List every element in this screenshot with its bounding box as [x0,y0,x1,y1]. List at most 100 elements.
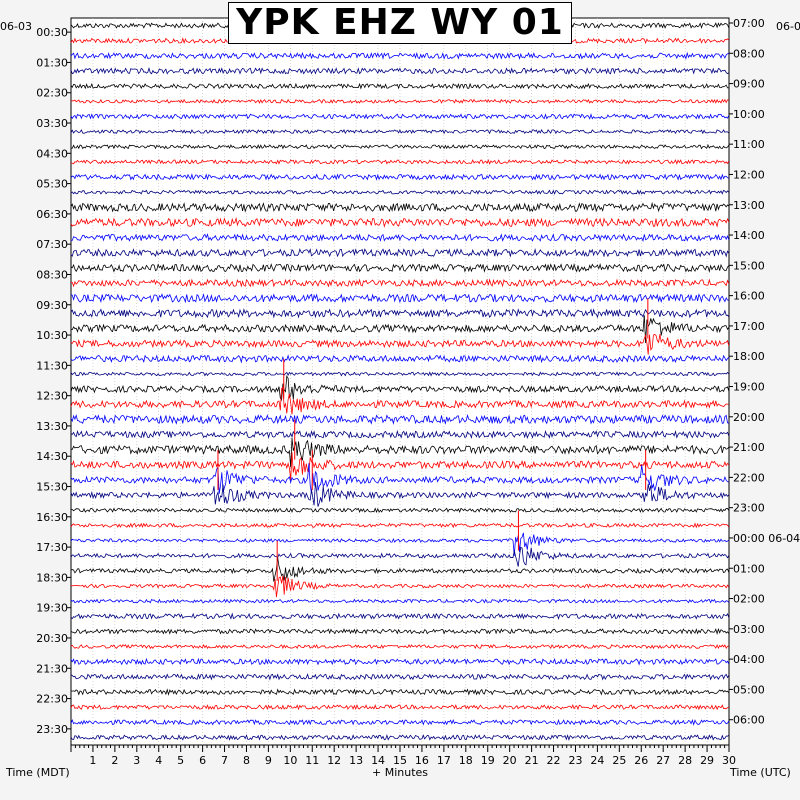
right-time-label: 01:00 [733,562,765,575]
seismic-trace [70,354,730,364]
right-time-label: 09:00 [733,78,765,91]
left-time-label: 14:30 [36,450,68,463]
x-tick-label: 23 [568,754,582,767]
x-tick-label: 12 [327,754,341,767]
right-time-label: 11:00 [733,138,765,151]
x-tick-label: 10 [283,754,297,767]
seismic-trace [70,718,730,726]
left-time-label: 05:30 [36,178,68,191]
seismic-trace [70,557,730,582]
seismic-trace [70,308,730,319]
right-time-label: 22:00 [733,471,765,484]
seismic-trace [70,575,730,598]
left-time-label: 17:30 [36,541,68,554]
date-right-label: 06-0 [776,20,800,33]
seismic-trace [70,482,730,507]
seismic-trace [70,189,730,195]
seismic-trace [70,333,730,355]
seismic-trace [70,532,730,556]
x-tick-label: 11 [305,754,319,767]
right-time-label: 17:00 [733,320,765,333]
x-tick-label: 2 [111,754,118,767]
left-time-label: 08:30 [36,268,68,281]
x-tick-label: 22 [547,754,561,767]
left-time-label: 02:30 [36,87,68,100]
seismic-trace [70,158,730,165]
seismic-trace [70,598,730,604]
right-time-label: 10:00 [733,108,765,121]
x-tick-label: 20 [503,754,517,767]
x-tick-label: 8 [243,754,250,767]
seismic-trace [70,429,730,440]
x-tick-label: 24 [590,754,604,767]
x-tick-label: 25 [612,754,626,767]
left-time-label: 06:30 [36,208,68,221]
seismic-trace [70,67,730,75]
seismic-trace [70,657,730,666]
right-time-label: 02:00 [733,593,765,606]
right-time-label: 20:00 [733,411,765,424]
seismic-trace [70,98,729,104]
left-time-label: 00:30 [36,26,68,39]
seismic-trace [70,375,730,402]
seismic-trace [70,248,730,258]
seismic-trace [70,51,729,60]
x-tick-label: 30 [722,754,736,767]
left-time-label: 23:30 [36,723,68,736]
seismic-trace [70,643,729,650]
seismic-trace [70,627,730,636]
right-time-label: 23:00 [733,502,765,515]
left-time-label: 04:30 [36,147,68,160]
seismic-trace [70,612,730,621]
x-axis-label: + Minutes [372,766,429,779]
seismic-trace [70,733,730,742]
right-time-label: 18:00 [733,350,765,363]
left-time-label: 10:30 [36,329,68,342]
left-time-label: 22:30 [36,693,68,706]
x-tick-label: 4 [155,754,162,767]
x-tick-label: 1 [89,754,96,767]
seismic-trace [70,546,730,567]
seismic-trace [70,522,730,529]
left-time-label: 18:30 [36,571,68,584]
right-time-label: 13:00 [733,199,765,212]
x-tick-label: 18 [459,754,473,767]
left-time-label: 20:30 [36,632,68,645]
seismic-trace [70,386,729,415]
left-time-label: 16:30 [36,511,68,524]
seismic-trace [70,216,730,228]
seismic-trace [70,113,730,120]
seismic-trace [70,688,730,696]
left-time-label: 11:30 [36,359,68,372]
right-time-label: 14:00 [733,229,765,242]
right-time-label: 08:00 [733,47,765,60]
seismic-trace [70,173,729,181]
left-time-label: 07:30 [36,238,68,251]
right-time-label: 00:00 06-04 [733,532,800,545]
seismic-trace [70,293,729,304]
x-tick-label: 26 [634,754,648,767]
right-time-label: 12:00 [733,168,765,181]
x-tick-label: 3 [133,754,140,767]
right-time-label: 07:00 [733,17,765,30]
seismic-trace [70,463,729,494]
left-time-label: 12:30 [36,390,68,403]
seismic-trace [70,201,730,213]
left-time-label: 21:30 [36,662,68,675]
right-time-label: 04:00 [733,653,765,666]
x-tick-label: 6 [199,754,206,767]
seismic-trace [70,278,730,288]
seismic-trace [71,143,730,150]
x-tick-label: 9 [265,754,272,767]
seismic-trace [70,438,730,468]
right-time-label: 06:00 [733,714,765,727]
right-time-label: 16:00 [733,290,765,303]
x-tick-label: 14 [371,754,385,767]
seismic-trace [70,507,730,514]
right-time-label: 05:00 [733,683,765,696]
x-tick-label: 19 [481,754,495,767]
x-tick-label: 21 [525,754,539,767]
right-axis-label: Time (UTC) [730,766,791,779]
seismic-trace [70,452,730,481]
